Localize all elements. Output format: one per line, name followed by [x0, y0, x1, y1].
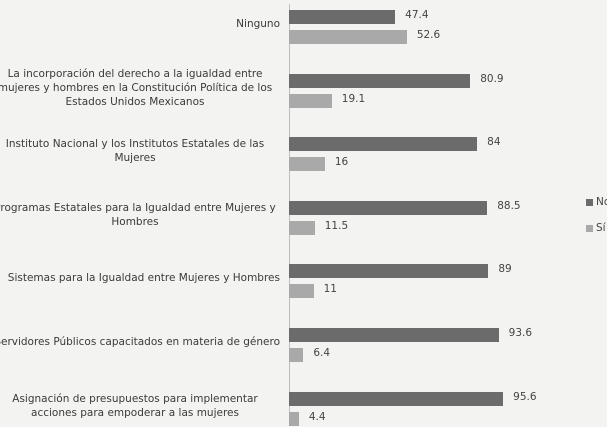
value-label: 11 — [324, 282, 337, 296]
bar — [289, 221, 315, 235]
category-label: La incorporación del derecho a la iguald… — [0, 67, 280, 109]
value-label: 93.6 — [509, 326, 532, 340]
category-label: Ninguno — [0, 17, 280, 31]
category-label: Programas Estatales para la Igualdad ent… — [0, 201, 280, 229]
value-label: 80.9 — [480, 72, 503, 86]
legend-item: Sí — [586, 222, 606, 234]
legend-text: Sí — [596, 222, 606, 234]
bar — [289, 137, 477, 151]
category-axis — [289, 4, 290, 426]
category-text: La incorporación del derecho a la iguald… — [0, 67, 280, 109]
bar — [289, 94, 332, 108]
category-text: Asignación de presupuestos para implemen… — [0, 392, 280, 420]
value-label: 84 — [487, 135, 500, 149]
value-label: 19.1 — [342, 92, 365, 106]
value-label: 4.4 — [309, 410, 326, 424]
legend-swatch — [586, 199, 593, 206]
value-label: 89 — [498, 262, 511, 276]
bar — [289, 412, 299, 426]
value-label: 6.4 — [313, 346, 330, 360]
value-label: 16 — [335, 155, 348, 169]
value-label: 88.5 — [497, 199, 520, 213]
bar — [289, 74, 470, 88]
bar — [289, 348, 303, 362]
category-text: Ninguno — [236, 17, 280, 31]
bar — [289, 264, 488, 278]
value-label: 95.6 — [513, 390, 536, 404]
bar — [289, 30, 407, 44]
value-label: 47.4 — [405, 8, 428, 22]
bar — [289, 392, 503, 406]
category-text: Programas Estatales para la Igualdad ent… — [0, 201, 280, 229]
bar — [289, 201, 487, 215]
category-label: Sistemas para la Igualdad entre Mujeres … — [0, 271, 280, 285]
legend-item: No — [586, 196, 607, 208]
category-label: Asignación de presupuestos para implemen… — [0, 392, 280, 420]
category-text: Instituto Nacional y los Institutos Esta… — [0, 137, 280, 165]
bar — [289, 328, 499, 342]
category-text: Sistemas para la Igualdad entre Mujeres … — [8, 271, 280, 285]
value-label: 52.6 — [417, 28, 440, 42]
category-label: Servidores Públicos capacitados en mater… — [0, 335, 280, 349]
page: {"chart_data": {"type": "bar", "orientat… — [0, 0, 607, 427]
category-label: Instituto Nacional y los Institutos Esta… — [0, 137, 280, 165]
legend-text: No — [596, 196, 607, 208]
bar — [289, 284, 314, 298]
category-text: Servidores Públicos capacitados en mater… — [0, 335, 280, 349]
legend-swatch — [586, 225, 593, 232]
bar — [289, 157, 325, 171]
bar — [289, 10, 395, 24]
value-label: 11.5 — [325, 219, 348, 233]
